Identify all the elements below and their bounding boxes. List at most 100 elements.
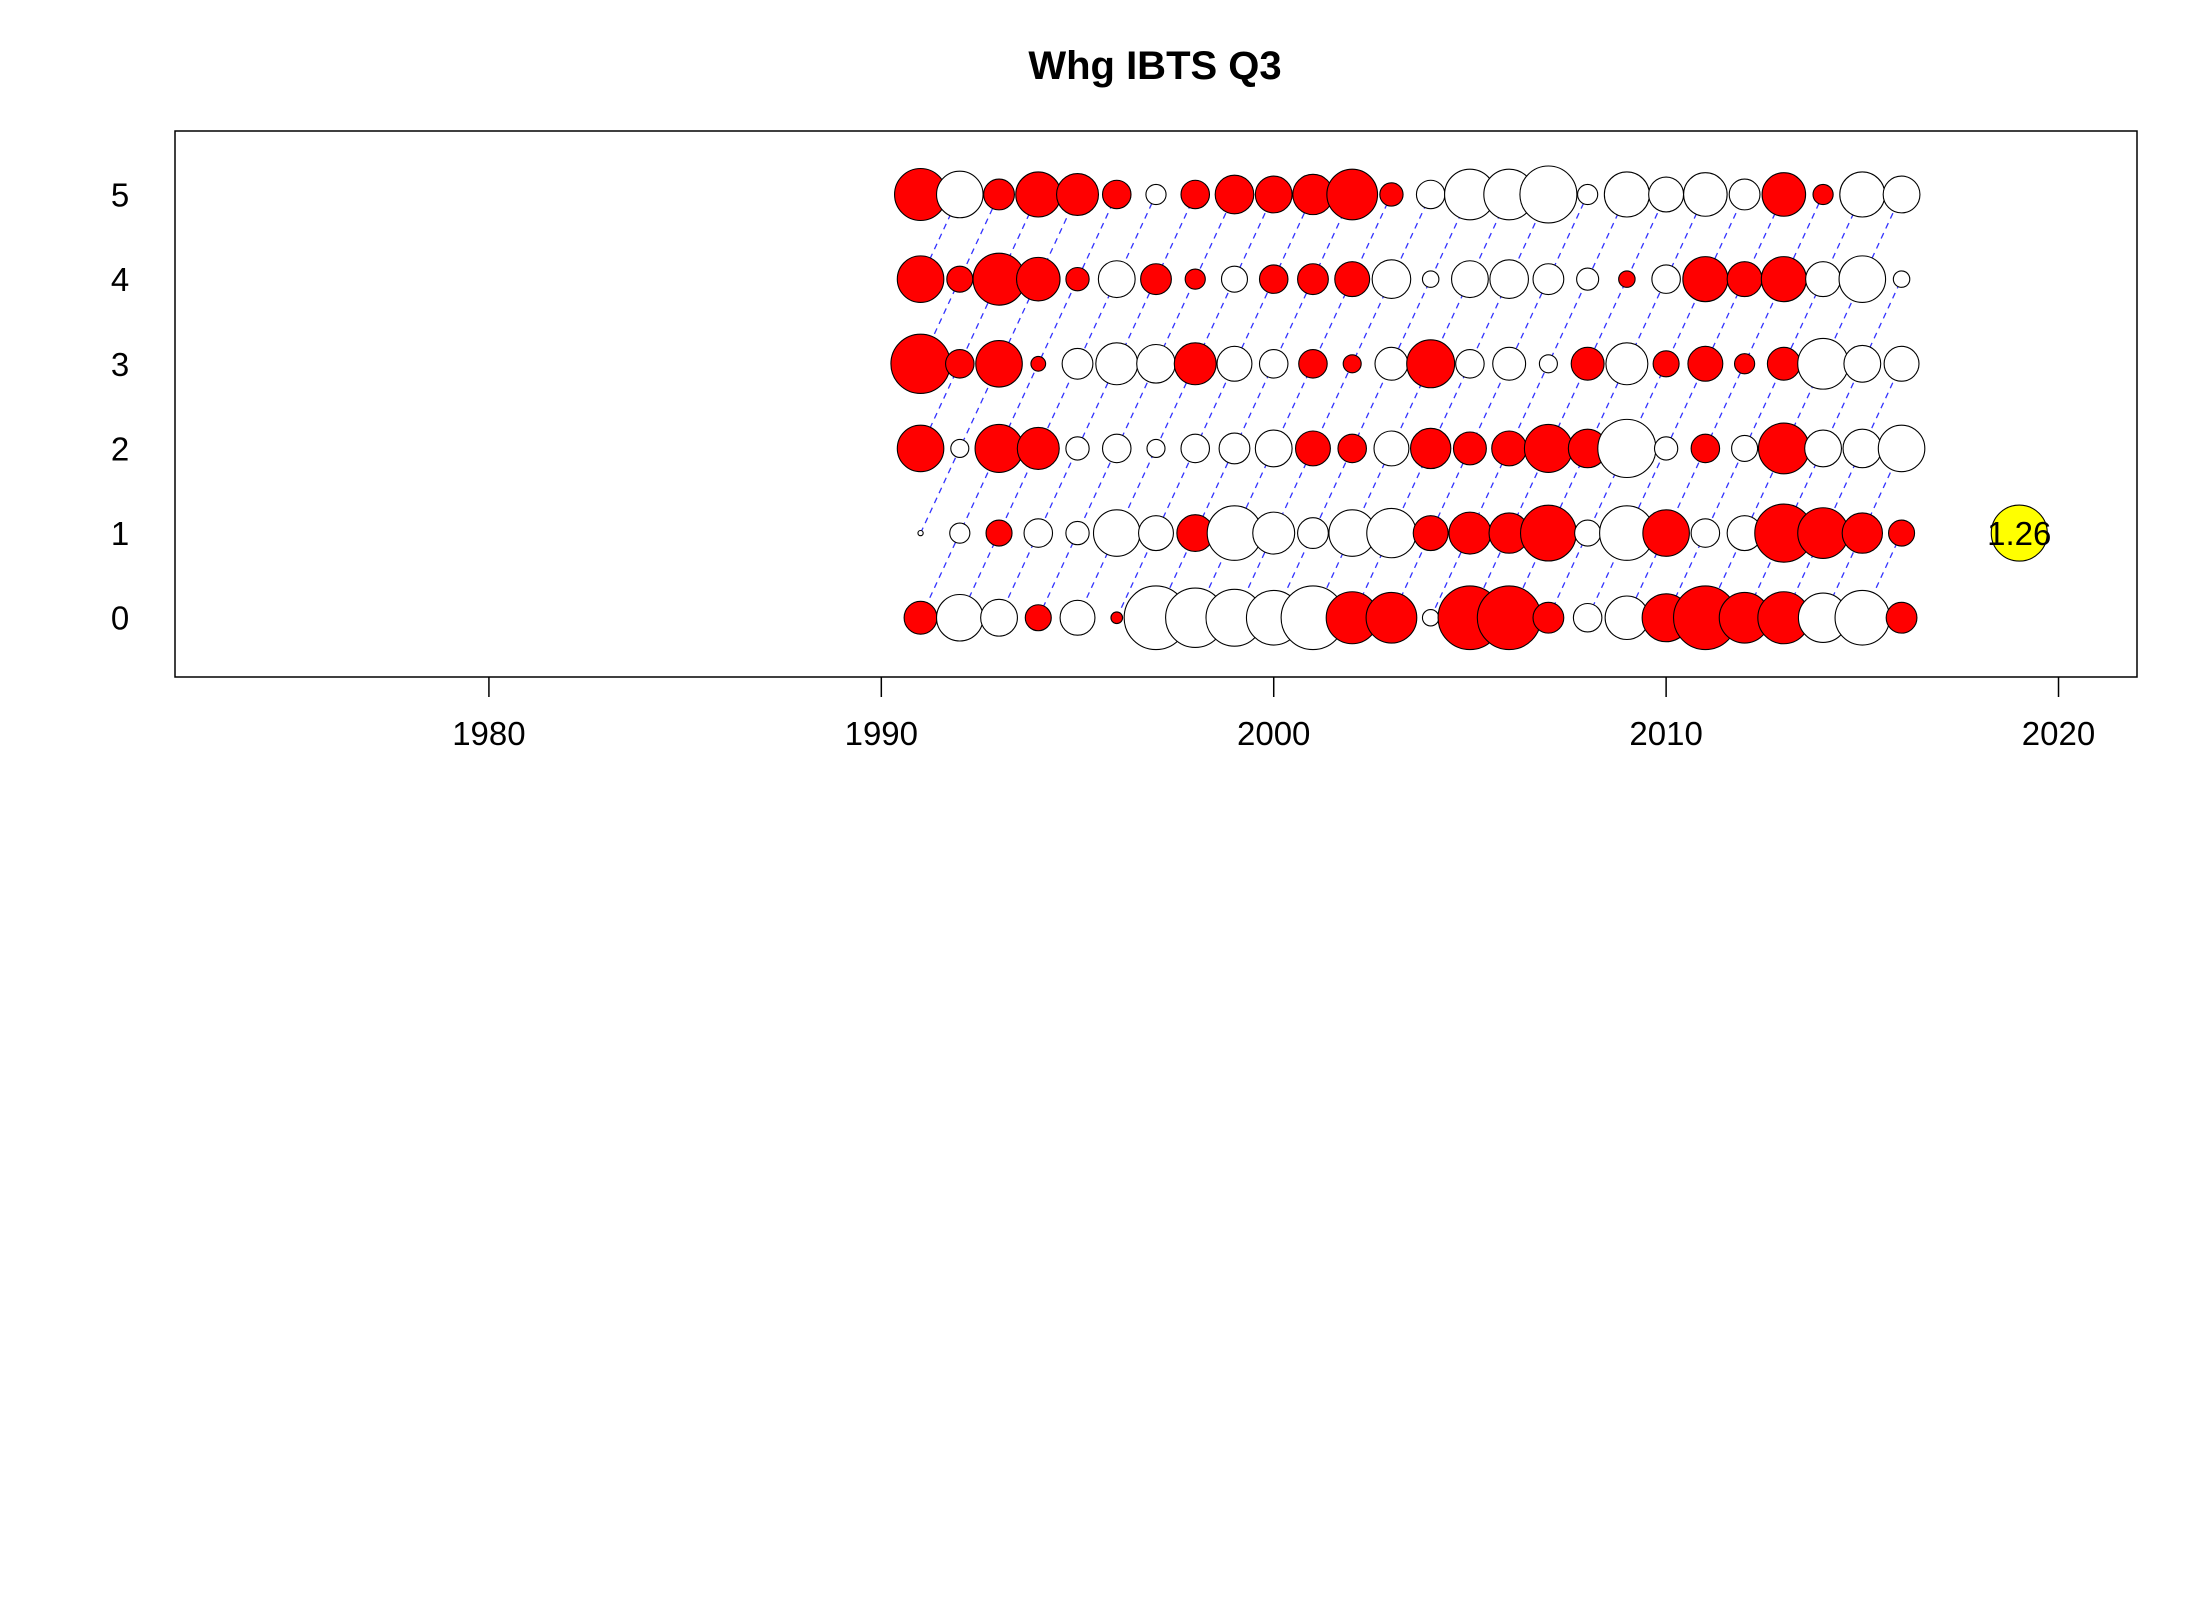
residual-bubble <box>1476 585 1542 651</box>
residual-bubble <box>1184 268 1206 290</box>
residual-bubble <box>1030 355 1047 372</box>
residual-bubble <box>1334 261 1371 298</box>
residual-bubble <box>1605 342 1649 386</box>
residual-bubble <box>1258 348 1289 379</box>
residual-bubble <box>1797 337 1849 390</box>
residual-bubble <box>1885 601 1918 634</box>
residual-bubble <box>1728 178 1761 211</box>
residual-bubble <box>1841 512 1884 554</box>
residual-bubble <box>1218 432 1251 465</box>
residual-bubble <box>945 348 975 379</box>
residual-bubble <box>1448 511 1492 555</box>
residual-bubble <box>1570 346 1605 381</box>
residual-bubble <box>1140 263 1172 296</box>
y-tick-label: 2 <box>111 430 129 467</box>
residual-bubble <box>1532 601 1565 634</box>
residual-bubble <box>1061 347 1094 380</box>
cohort-line <box>1547 194 1746 619</box>
residual-bubble <box>917 529 924 537</box>
residual-bubble <box>1101 433 1132 464</box>
cohort-line <box>919 194 1118 619</box>
residual-bubble <box>1652 350 1680 378</box>
residual-bubble <box>1574 519 1602 547</box>
highlight-label: 1.26 <box>1987 515 2051 552</box>
residual-bubble <box>1651 264 1681 294</box>
residual-bubble <box>1254 175 1293 214</box>
residual-bubble <box>1138 515 1174 552</box>
residual-bubble <box>1421 608 1440 627</box>
residual-bubble <box>1092 509 1141 557</box>
residual-bubble <box>1603 171 1650 218</box>
cohort-line <box>1116 194 1314 619</box>
y-tick-label: 0 <box>111 600 129 637</box>
residual-bubble <box>1145 183 1167 206</box>
cohort-line <box>1744 278 1903 619</box>
residual-bubble <box>1761 172 1807 217</box>
highlight-bubble <box>1990 504 2048 562</box>
cohort-line <box>1037 194 1236 619</box>
residual-bubble <box>1095 342 1139 386</box>
residual-bubble <box>1421 270 1440 288</box>
residual-bubble <box>1597 418 1657 479</box>
residual-bubble <box>1523 423 1573 473</box>
residual-bubble <box>1492 346 1527 381</box>
cohort-line <box>998 194 1196 619</box>
residual-bubble <box>1687 345 1724 382</box>
residual-bubble <box>1838 255 1887 303</box>
cohort-line <box>1155 194 1353 619</box>
residual-bubble <box>1136 343 1176 384</box>
residual-bubble <box>1342 354 1362 374</box>
residual-bubble <box>1252 511 1296 555</box>
y-tick-label: 3 <box>111 346 129 383</box>
residual-bubble <box>1409 427 1452 470</box>
residual-bubble <box>1412 515 1449 552</box>
residual-bubble <box>1023 518 1054 548</box>
cohort-line <box>1783 363 1903 619</box>
cohort-line <box>919 194 1079 534</box>
residual-bubble <box>1690 433 1721 464</box>
residual-bubble <box>1760 256 1807 303</box>
cohort-line <box>1430 194 1628 619</box>
residual-bubble <box>1180 433 1211 464</box>
residual-bubble <box>1379 182 1404 207</box>
residual-bubble <box>1648 176 1685 213</box>
residual-bubble <box>1065 266 1090 292</box>
residual-bubble <box>1258 264 1289 294</box>
residual-bubble <box>1326 168 1379 221</box>
residual-bubbles: 1.26 <box>890 165 2051 651</box>
residual-bubble <box>1297 263 1329 296</box>
residual-bubble <box>1489 259 1529 299</box>
residual-bubble <box>1888 519 1916 547</box>
axes: 1980 1990 2000 2010 2020 0 1 2 3 4 5 <box>111 176 2095 752</box>
x-tick-label: 2020 <box>2022 715 2095 752</box>
residual-bubble <box>1757 422 1810 475</box>
residual-bubble <box>1882 175 1921 214</box>
residual-bubble <box>1452 431 1487 466</box>
residual-bubble <box>1294 430 1331 467</box>
residual-bubble <box>1337 433 1367 464</box>
residual-bubble <box>1532 263 1565 296</box>
cohort-lines <box>919 194 1903 619</box>
residual-bubble <box>1618 270 1636 288</box>
residual-bubble <box>1572 602 1603 633</box>
residual-bubble <box>1065 436 1090 461</box>
residual-bubble <box>1812 183 1834 206</box>
residual-bubble <box>890 333 951 394</box>
residual-bubble <box>1110 611 1124 625</box>
residual-bubble <box>975 339 1023 388</box>
residual-bubble <box>1101 179 1132 210</box>
residual-bubble <box>1220 265 1249 293</box>
residual-bubble <box>1146 438 1166 458</box>
cohort-line <box>919 194 1039 449</box>
residual-bubble <box>1024 604 1052 632</box>
residual-bubble <box>1804 429 1843 468</box>
residual-bubble <box>974 423 1024 473</box>
residual-bubble <box>935 170 984 219</box>
x-tick-label: 2010 <box>1629 715 1702 752</box>
y-tick-label: 1 <box>111 515 129 552</box>
cohort-line <box>1273 194 1471 619</box>
residual-bubble <box>1577 183 1599 206</box>
residual-bubble <box>1576 267 1600 291</box>
residual-bubble <box>935 593 984 642</box>
